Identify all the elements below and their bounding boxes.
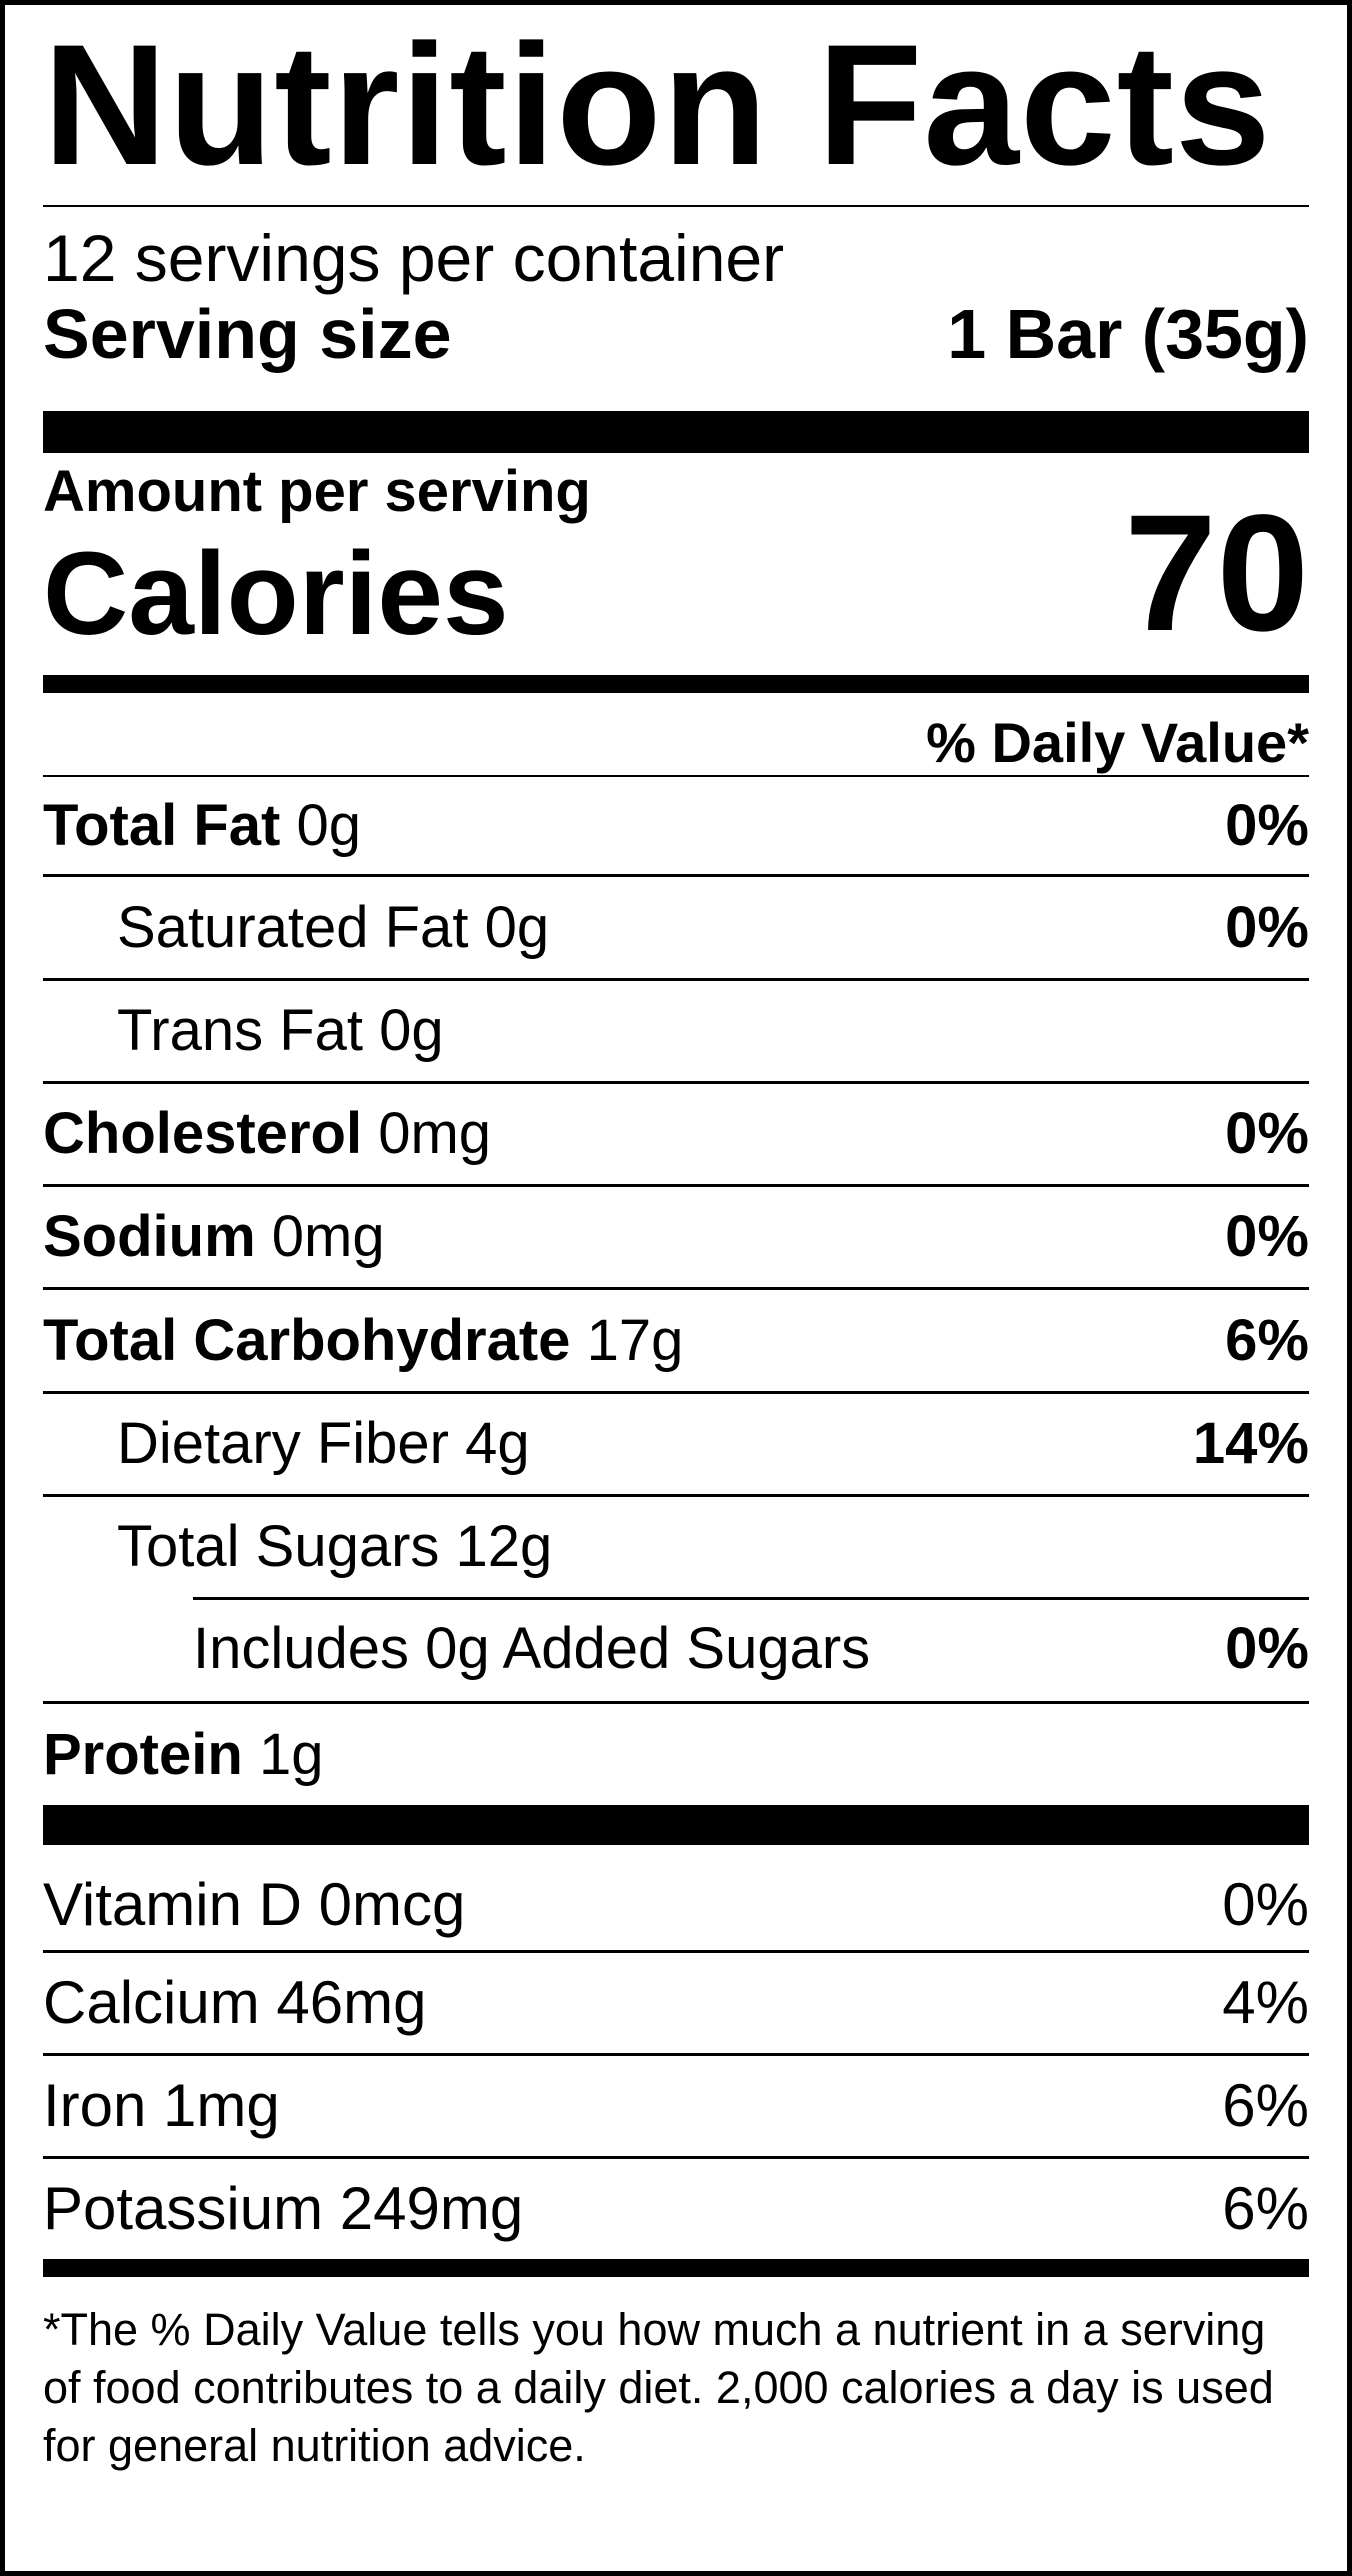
nutrient-name: Dietary Fiber — [117, 1411, 449, 1476]
nutrient-amount: 0mg — [271, 1204, 385, 1269]
label-title: Nutrition Facts — [43, 9, 1272, 201]
vitamin-dv: 6% — [1222, 2072, 1309, 2139]
daily-value-header: % Daily Value* — [926, 711, 1309, 774]
medium-divider — [43, 2259, 1309, 2277]
nutrient-dv: 0% — [1225, 1616, 1309, 1681]
nutrient-amount: 0mg — [378, 1101, 492, 1166]
nutrient-row-saturated-fat: Saturated Fat 0g 0% — [43, 874, 1309, 978]
nutrient-dv: 0% — [1225, 1101, 1309, 1166]
medium-divider — [43, 675, 1309, 693]
nutrient-dv: 0% — [1225, 792, 1309, 858]
nutrient-dv: 0% — [1225, 1204, 1309, 1269]
nutrient-row-total-sugars: Total Sugars 12g — [43, 1494, 1309, 1597]
partial-divider — [193, 1597, 1309, 1600]
vitamin-text: Potassium 249mg — [43, 2175, 524, 2242]
vitamin-row: Iron 1mg 6% — [43, 2053, 1309, 2156]
nutrient-row-dietary-fiber: Dietary Fiber 4g 14% — [43, 1391, 1309, 1494]
nutrient-amount: 1g — [258, 1721, 324, 1787]
calories-label: Calories — [43, 528, 509, 660]
serving-size-value: 1 Bar (35g) — [947, 295, 1309, 373]
nutrient-row-trans-fat: Trans Fat 0g — [43, 978, 1309, 1081]
nutrient-name: Total Fat — [43, 792, 281, 858]
daily-value-footnote: *The % Daily Value tells you how much a … — [43, 2304, 1274, 2471]
added-sugars-text: Includes 0g Added Sugars — [193, 1616, 871, 1681]
serving-size-row: Serving size 1 Bar (35g) — [43, 295, 1309, 411]
nutrient-dv: 0% — [1225, 894, 1309, 960]
nutrient-dv: 6% — [1225, 1307, 1309, 1373]
nutrient-name: Cholesterol — [43, 1101, 363, 1166]
nutrient-name: Saturated Fat — [117, 894, 469, 960]
nutrient-amount: 12g — [455, 1514, 553, 1579]
calories-value: 70 — [1124, 481, 1309, 666]
nutrient-row-total-carbohydrate: Total Carbohydrate 17g 6% — [43, 1287, 1309, 1391]
thick-divider — [43, 1805, 1309, 1845]
vitamin-dv: 4% — [1222, 1969, 1309, 2036]
vitamin-dv: 6% — [1222, 2175, 1309, 2242]
nutrient-amount: 0g — [484, 894, 550, 960]
nutrient-name: Total Sugars — [117, 1514, 440, 1579]
nutrient-amount: 4g — [465, 1411, 530, 1476]
nutrient-amount: 0g — [379, 998, 444, 1063]
vitamin-row: Potassium 249mg 6% — [43, 2156, 1309, 2259]
vitamin-text: Vitamin D 0mcg — [43, 1870, 466, 1938]
amount-per-serving: Amount per serving — [43, 459, 591, 524]
nutrient-row-total-fat: Total Fat 0g 0% — [43, 775, 1309, 874]
calories-row: Calories 70 — [43, 491, 1309, 675]
nutrient-name: Trans Fat — [117, 998, 364, 1063]
nutrient-name: Total Carbohydrate — [43, 1307, 571, 1373]
vitamin-row: Vitamin D 0mcg 0% — [43, 1845, 1309, 1950]
nutrient-amount: 0g — [296, 792, 361, 858]
nutrient-row-protein: Protein 1g — [43, 1701, 1309, 1805]
divider — [43, 205, 1309, 207]
nutrient-row-added-sugars: Includes 0g Added Sugars 0% — [43, 1597, 1309, 1701]
nutrient-row-sodium: Sodium 0mg 0% — [43, 1184, 1309, 1287]
thick-divider — [43, 411, 1309, 453]
vitamin-dv: 0% — [1222, 1870, 1309, 1938]
nutrient-name: Sodium — [43, 1204, 256, 1269]
nutrient-amount: 17g — [586, 1307, 684, 1373]
serving-size-label: Serving size — [43, 295, 452, 373]
vitamin-text: Iron 1mg — [43, 2072, 280, 2139]
servings-per-container: 12 servings per container — [43, 221, 785, 295]
nutrient-name: Protein — [43, 1721, 243, 1787]
vitamin-row: Calcium 46mg 4% — [43, 1950, 1309, 2053]
vitamin-text: Calcium 46mg — [43, 1969, 427, 2036]
nutrient-row-cholesterol: Cholesterol 0mg 0% — [43, 1081, 1309, 1184]
nutrient-dv: 14% — [1192, 1411, 1309, 1476]
